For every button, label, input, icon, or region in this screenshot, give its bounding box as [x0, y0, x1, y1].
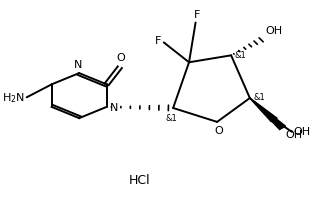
- Text: OH: OH: [285, 130, 302, 139]
- Text: F: F: [154, 36, 161, 46]
- Polygon shape: [250, 98, 285, 130]
- Text: OH: OH: [265, 26, 283, 36]
- Text: O: O: [116, 54, 125, 63]
- Text: H$_2$N: H$_2$N: [2, 91, 25, 105]
- Text: HCl: HCl: [128, 174, 150, 187]
- Text: F: F: [194, 10, 200, 20]
- Text: &1: &1: [166, 114, 177, 123]
- Text: &1: &1: [235, 51, 246, 60]
- Polygon shape: [250, 98, 277, 122]
- Text: O: O: [214, 126, 223, 136]
- Text: N: N: [73, 60, 82, 70]
- Text: OH: OH: [293, 127, 311, 137]
- Text: &1: &1: [253, 92, 265, 101]
- Text: N: N: [110, 103, 118, 113]
